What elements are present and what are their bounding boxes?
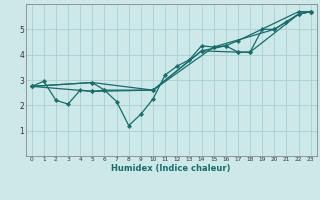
X-axis label: Humidex (Indice chaleur): Humidex (Indice chaleur) bbox=[111, 164, 231, 173]
